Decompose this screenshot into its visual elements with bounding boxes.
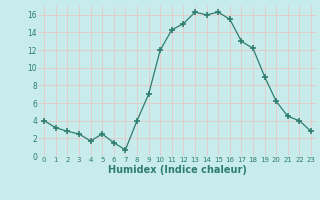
X-axis label: Humidex (Indice chaleur): Humidex (Indice chaleur): [108, 165, 247, 175]
